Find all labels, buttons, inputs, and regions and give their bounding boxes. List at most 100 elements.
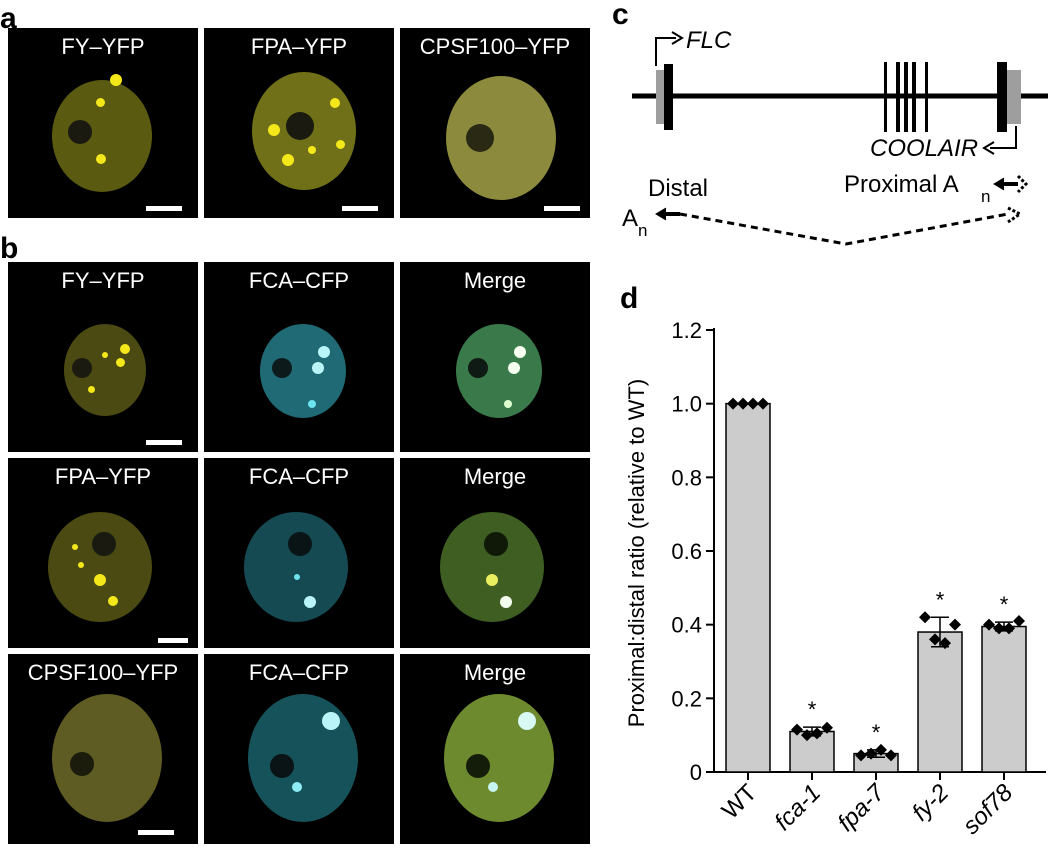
scale-bar [158,638,188,643]
nuclear-body [486,574,498,586]
coolair-tss-arrow [990,126,1017,149]
spliced-intron-path [679,212,1009,246]
significance-marker: * [872,720,881,745]
proximal-polya-subscript: n [981,187,990,206]
data-point [757,397,769,410]
micrograph-b-fca-cfp-1: FCA–CFP [204,262,394,452]
nucleolus [92,532,116,556]
micrograph-label: FCA–CFP [248,660,350,685]
data-point [737,397,749,410]
coolair-utr [1007,70,1021,124]
micrograph-label: CPSF100–YFP [27,660,179,685]
coolair-tss-arrowhead [982,141,995,155]
data-point [949,618,961,631]
data-point [801,729,813,742]
micrograph-b-merge-2: Merge [400,458,590,648]
scale-bar [146,206,182,211]
nucleolus [468,358,488,378]
x-tick-label: fy-2 [907,779,954,826]
bar [917,631,963,773]
nuclear-body [72,544,78,550]
scale-bar [138,830,174,835]
exon [912,62,916,132]
cell-body [48,512,152,622]
nuclear-body [294,574,300,580]
data-point [747,397,759,410]
nucleolus [484,532,508,556]
micrograph-label: Merge [463,268,527,293]
x-tick-label: WT [717,779,763,825]
cell-body [248,694,358,822]
y-tick-label: 0.6 [671,539,702,564]
gene-diagram: FLC COOLAIR Distal Proximal A n A n [622,27,1048,246]
data-point [885,749,897,762]
distal-label: Distal [648,175,708,202]
x-tick-label: fca-1 [769,779,826,836]
nuclear-body [96,154,106,164]
nuclear-body [304,596,316,608]
data-point [855,749,867,762]
micrograph-label: Merge [463,464,527,489]
nuclear-body [102,352,108,358]
y-tick-label: 0.8 [671,465,702,490]
micrograph-label: FCA–CFP [248,268,350,293]
exon [904,62,908,132]
bar [789,730,835,773]
nuclear-body [110,74,122,86]
nuclear-body [94,574,106,586]
bar [725,402,771,773]
micrograph-b-fpa-yfp: FPA–YFP [8,458,198,648]
panel-letter-d: d [620,282,639,315]
micrograph-label: FY–YFP [61,268,145,293]
micrograph-label: FPA–YFP [250,34,348,59]
nuclear-body [282,154,294,166]
data-point [919,611,931,624]
data-point [791,723,803,736]
cell-body [52,80,152,192]
micrograph-label: Merge [463,660,527,685]
micrograph-b-merge-1: Merge [400,262,590,452]
nucleolus [70,752,94,776]
data-point [1003,622,1015,635]
y-tick-label: 0 [690,760,702,785]
nucleolus [466,124,494,152]
nuclear-body [116,358,125,367]
bar [981,625,1027,773]
scale-bar [146,440,182,445]
exon [896,62,900,132]
micrograph-label: CPSF100–YFP [419,34,571,59]
data-point [811,727,823,740]
nuclear-body [88,386,95,393]
nuclear-body [308,400,316,408]
distal-splice-hook [1007,206,1023,224]
nucleolus [270,754,294,778]
data-point [929,633,941,646]
nuclear-body [96,98,105,107]
nuclear-body [308,146,316,154]
nucleolus [272,358,292,378]
x-tick-label: fpa-7 [832,778,891,837]
micrograph-a-fy-yfp: FY–YFP [8,28,198,218]
flc-last-exon [997,62,1007,132]
nucleolus [68,120,92,144]
proximal-splice-hook [1016,174,1029,194]
nucleolus [288,532,312,556]
exon [884,62,887,132]
micrograph-b-merge-3: Merge [400,654,590,844]
nuclear-body [322,712,340,730]
cell-body [440,512,544,622]
y-tick-label: 1.0 [671,392,702,417]
micrograph-label: FPA–YFP [54,464,152,489]
cell-body [446,76,556,200]
y-tick-label: 0.2 [671,686,702,711]
flc-label: FLC [686,27,732,54]
nucleolus [286,112,314,140]
cell-body [244,512,348,622]
nuclear-body [268,124,280,136]
nuclear-body [518,712,536,730]
distal-polya-subscript: n [638,221,647,240]
data-point [821,721,833,734]
nuclear-body [108,596,118,606]
nuclear-body [504,400,512,408]
nuclear-body [292,782,302,792]
